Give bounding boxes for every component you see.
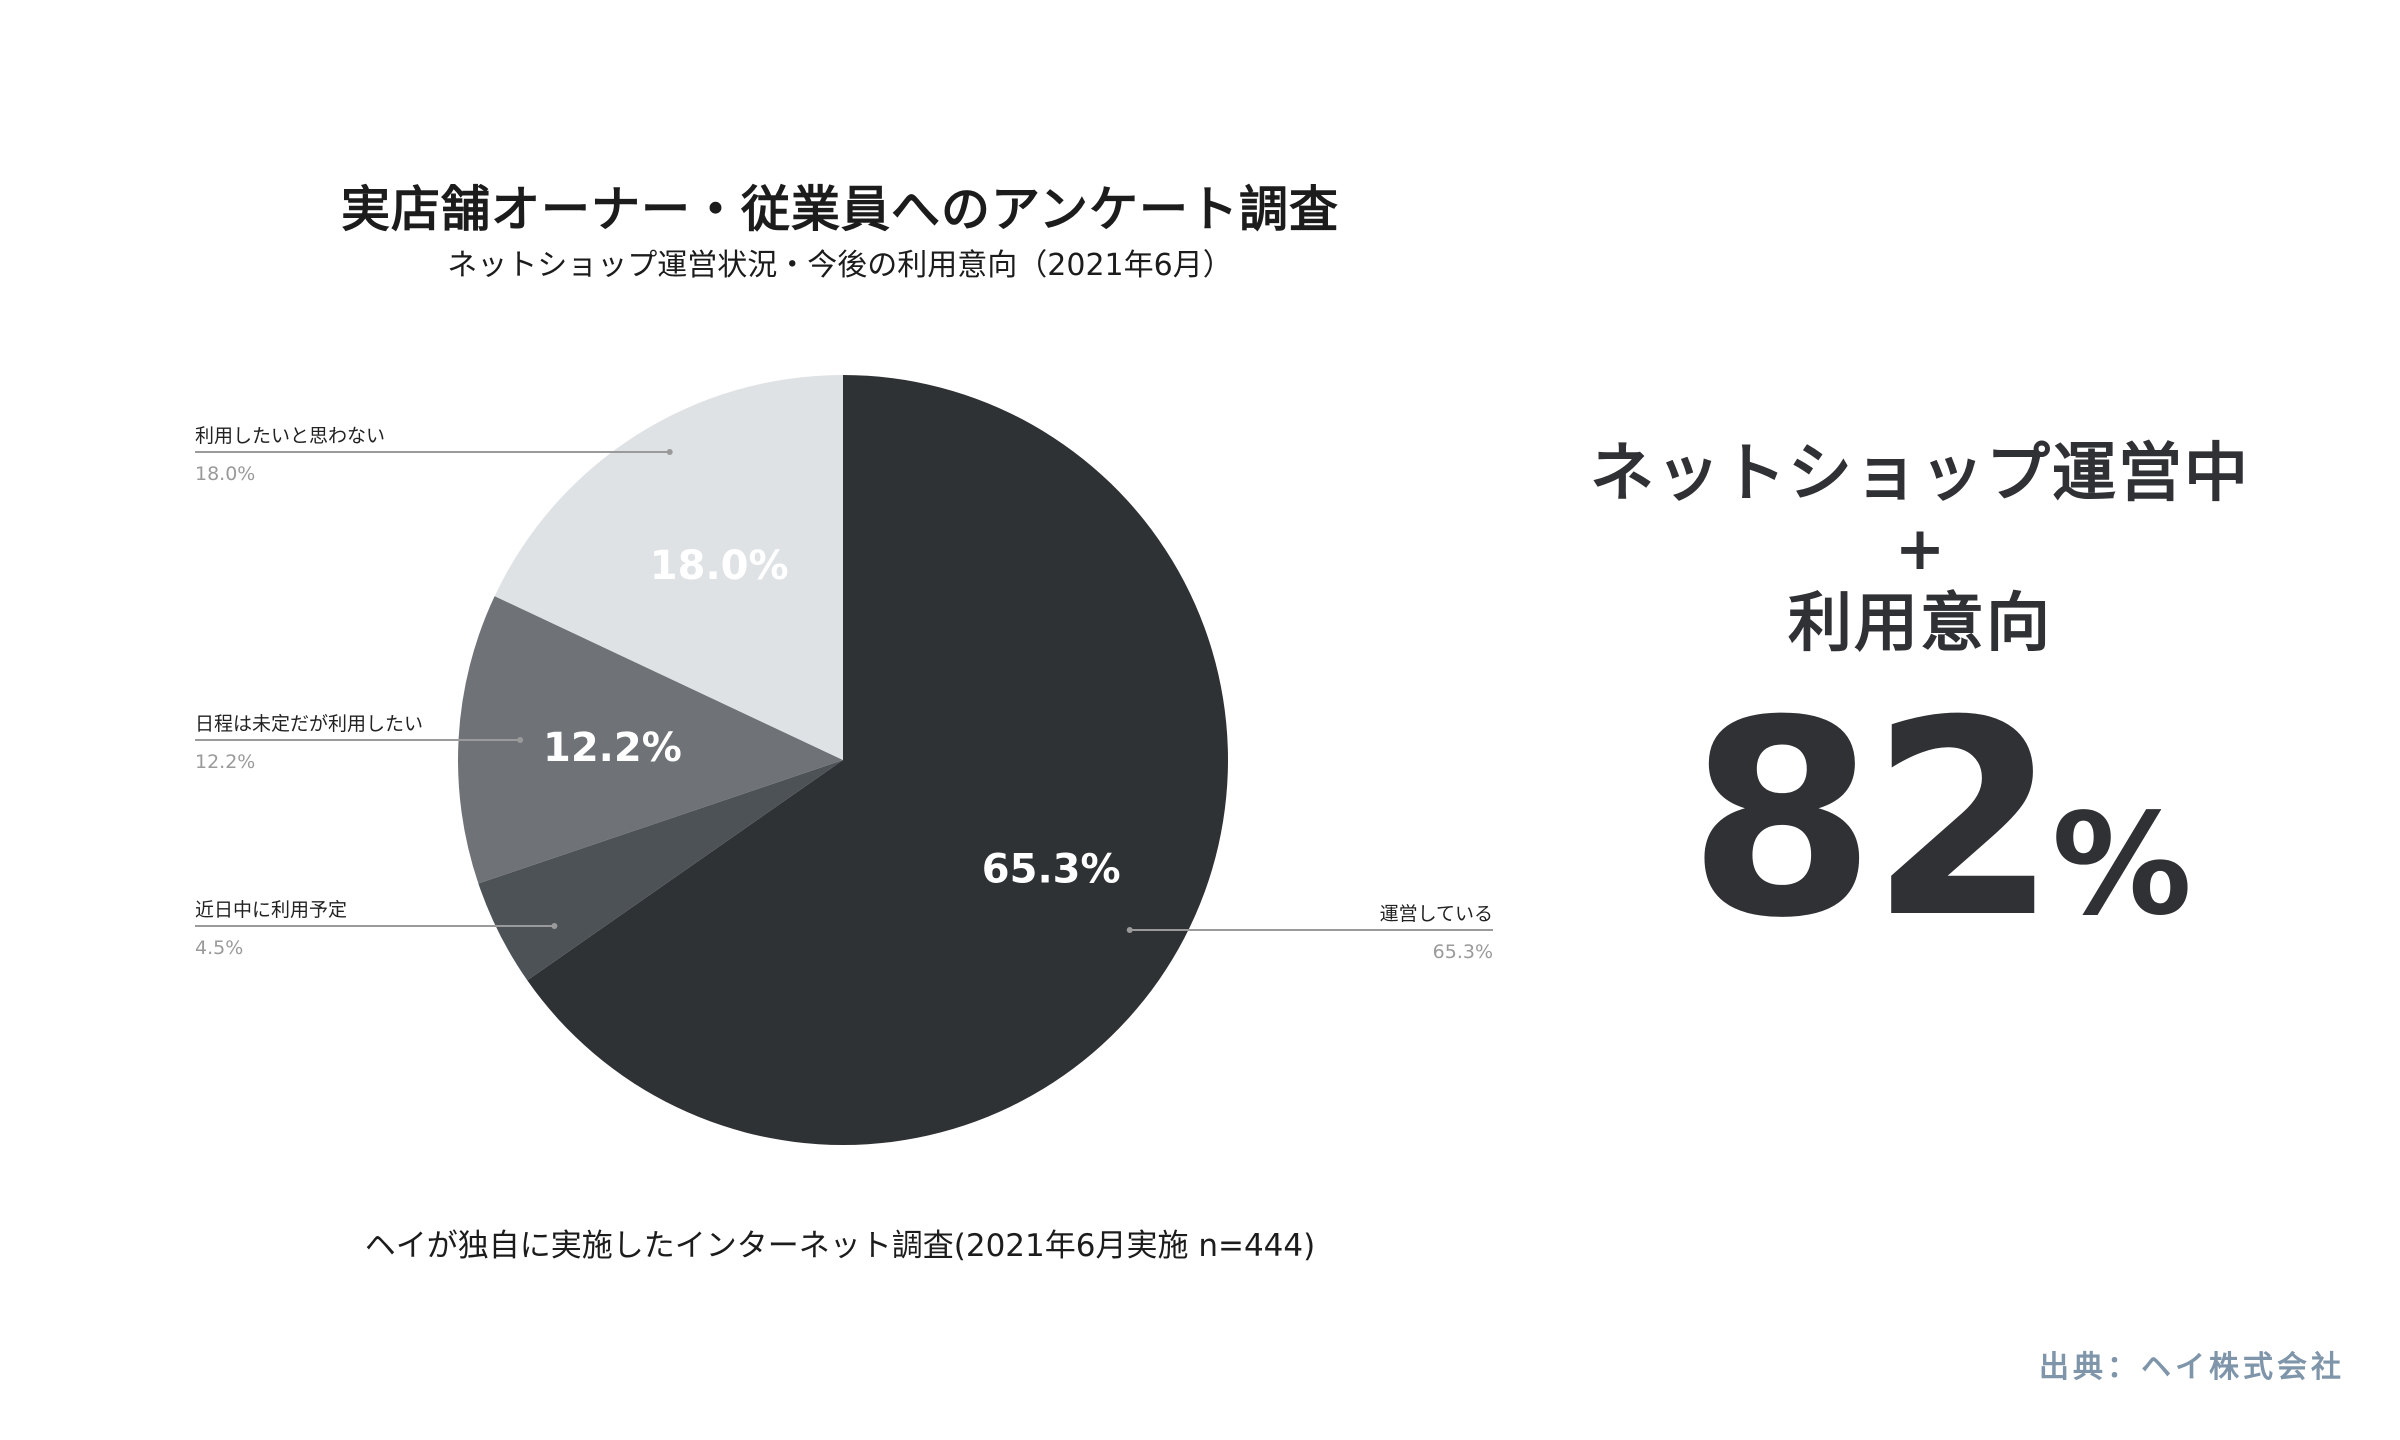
slice-percent-label: 4.5% [195,937,243,959]
slice-name-label: 運営している [1380,903,1493,925]
slice-name-label: 近日中に利用予定 [195,899,347,921]
slice-value-label: 12.2% [543,725,682,771]
slice-percent-label: 12.2% [195,751,255,773]
pie-slice [494,375,843,760]
highlight-line1: ネットショップ運営中 [1590,437,2250,511]
leader-dot [517,737,524,743]
pie-slice [527,375,1228,1145]
source-credit: 出典：ヘイ株式会社 [2039,1350,2345,1385]
slice-value-label: 18.0% [650,543,789,589]
highlight-unit: % [2051,784,2192,947]
chart-subtitle: ネットショップ運営状況・今後の利用意向（2021年6月） [447,248,1233,283]
slice-name-label: 利用したいと思わない [195,425,385,447]
highlight-line2: 利用意向 [1788,587,2052,661]
slice-percent-label: 18.0% [195,463,255,485]
leader-dot [551,923,558,929]
pie-slice [478,760,843,981]
slice-percent-label: 65.3% [1433,941,1493,963]
chart-title: 実店舗オーナー・従業員へのアンケート調査 [340,181,1340,238]
highlight-value: 82 [1687,662,2058,977]
slice-name-label: 日程は未定だが利用したい [195,713,423,735]
survey-note: ヘイが独自に実施したインターネット調査(2021年6月実施 n=444) [364,1228,1316,1264]
slice-value-label: 65.3% [982,847,1121,893]
highlight-plus: + [1894,514,1946,584]
pie-slice [458,596,843,884]
highlight-block: ネットショップ運営中 + 利用意向 [1560,435,2280,663]
highlight-percentage: 82% [1660,680,2220,980]
leader-dot [666,449,673,455]
leader-dot [1126,927,1133,933]
